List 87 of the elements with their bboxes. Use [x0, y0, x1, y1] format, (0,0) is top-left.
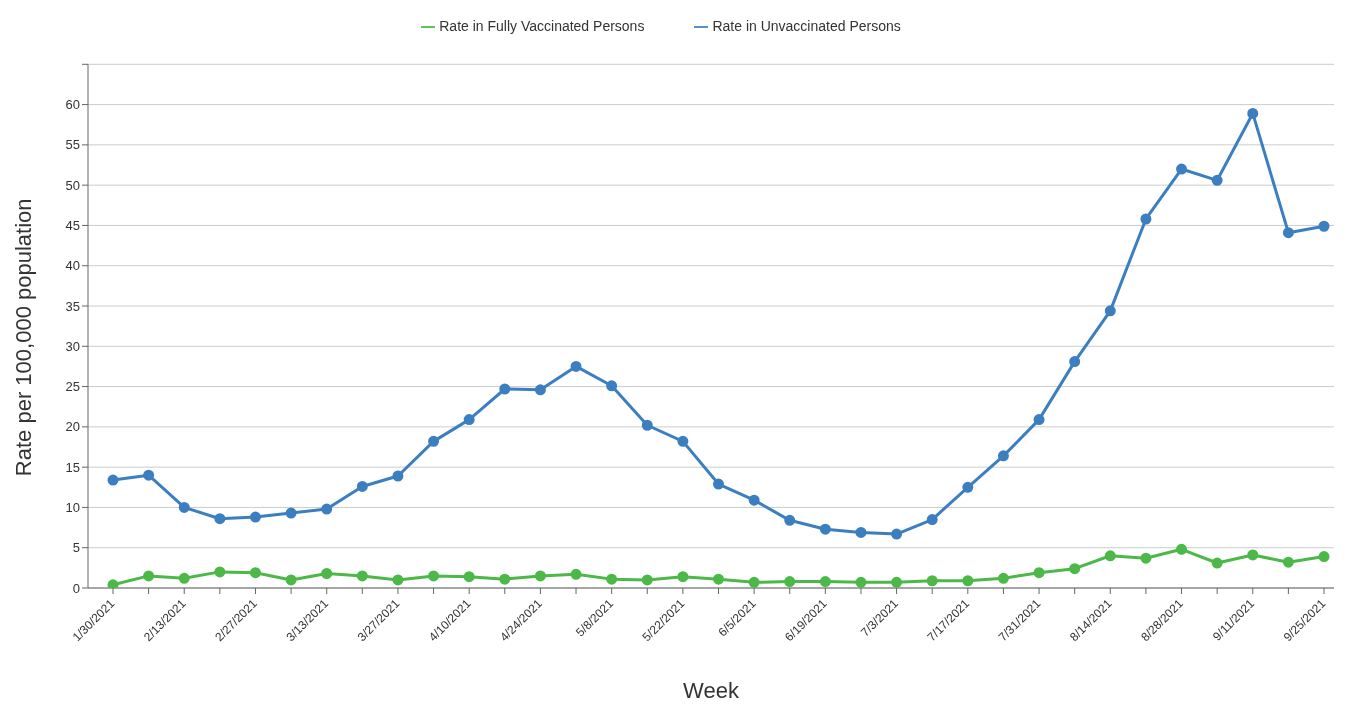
legend-label: Rate in Fully Vaccinated Persons: [439, 18, 645, 34]
y-axis-title: Rate per 100,000 population: [10, 198, 36, 477]
y-tick-label: 60: [65, 97, 80, 113]
point: [107, 579, 119, 588]
point: [606, 573, 618, 585]
point: [321, 503, 333, 515]
point: [891, 528, 903, 540]
point: [285, 574, 297, 586]
point: [285, 507, 297, 519]
point: [1211, 557, 1223, 569]
y-tick-label: 35: [65, 298, 80, 314]
point: [428, 570, 440, 582]
point: [1069, 356, 1081, 368]
y-tick-label: 25: [65, 379, 80, 395]
point: [178, 501, 190, 513]
point: [677, 571, 689, 583]
point: [1282, 556, 1294, 568]
point: [392, 470, 404, 482]
point: [321, 568, 333, 579]
point: [178, 572, 190, 584]
y-tick-label: 50: [65, 177, 80, 193]
point: [819, 523, 831, 535]
point: [1069, 563, 1081, 575]
point: [713, 573, 724, 585]
point: [606, 380, 618, 392]
point: [819, 576, 831, 588]
y-tick-label: 55: [65, 137, 80, 153]
point: [997, 572, 1009, 584]
point: [1247, 549, 1259, 561]
point: [1104, 550, 1116, 562]
point: [891, 576, 903, 588]
point: [1211, 174, 1223, 186]
point: [926, 575, 938, 587]
point: [1318, 551, 1330, 563]
point: [855, 576, 867, 588]
point: [784, 514, 796, 526]
point: [962, 481, 974, 493]
point: [748, 494, 760, 506]
point: [1176, 543, 1188, 555]
point: [249, 567, 261, 579]
point: [641, 574, 653, 586]
point: [463, 414, 475, 426]
point: [784, 576, 796, 588]
point: [249, 511, 261, 523]
point: [143, 469, 155, 481]
point: [1318, 220, 1330, 232]
point: [1140, 552, 1152, 564]
point: [748, 576, 760, 588]
point: [1140, 213, 1152, 225]
point: [1104, 305, 1116, 317]
point: [143, 570, 155, 582]
y-tick-label: 20: [65, 419, 80, 435]
point: [570, 360, 582, 372]
point: [1282, 227, 1294, 239]
point: [214, 566, 226, 578]
y-tick-label: 15: [65, 459, 80, 475]
legend-label: Rate in Unvaccinated Persons: [712, 18, 901, 34]
point: [926, 514, 938, 526]
point: [962, 575, 974, 587]
point: [392, 574, 404, 586]
point: [107, 474, 119, 486]
point: [534, 384, 546, 396]
point: [356, 570, 368, 582]
point: [677, 435, 689, 447]
y-tick-label: 40: [65, 258, 80, 274]
point: [214, 513, 226, 525]
y-tick-label: 30: [65, 338, 80, 354]
point: [997, 450, 1009, 462]
point: [499, 573, 511, 585]
point: [534, 570, 546, 582]
y-tick-label: 0: [72, 580, 80, 596]
point: [855, 526, 867, 538]
point: [356, 480, 368, 492]
point: [1176, 163, 1188, 175]
point: [1033, 414, 1045, 426]
y-tick-label: 5: [72, 540, 80, 556]
point: [1033, 567, 1045, 579]
point: [499, 383, 511, 395]
y-tick-label: 10: [65, 500, 80, 516]
point: [428, 435, 440, 447]
point: [713, 478, 724, 490]
point: [1247, 107, 1259, 119]
y-tick-label: 45: [65, 218, 80, 234]
point: [570, 568, 582, 580]
point: [463, 571, 475, 583]
x-axis-title: Week: [683, 678, 740, 703]
point: [641, 419, 653, 431]
